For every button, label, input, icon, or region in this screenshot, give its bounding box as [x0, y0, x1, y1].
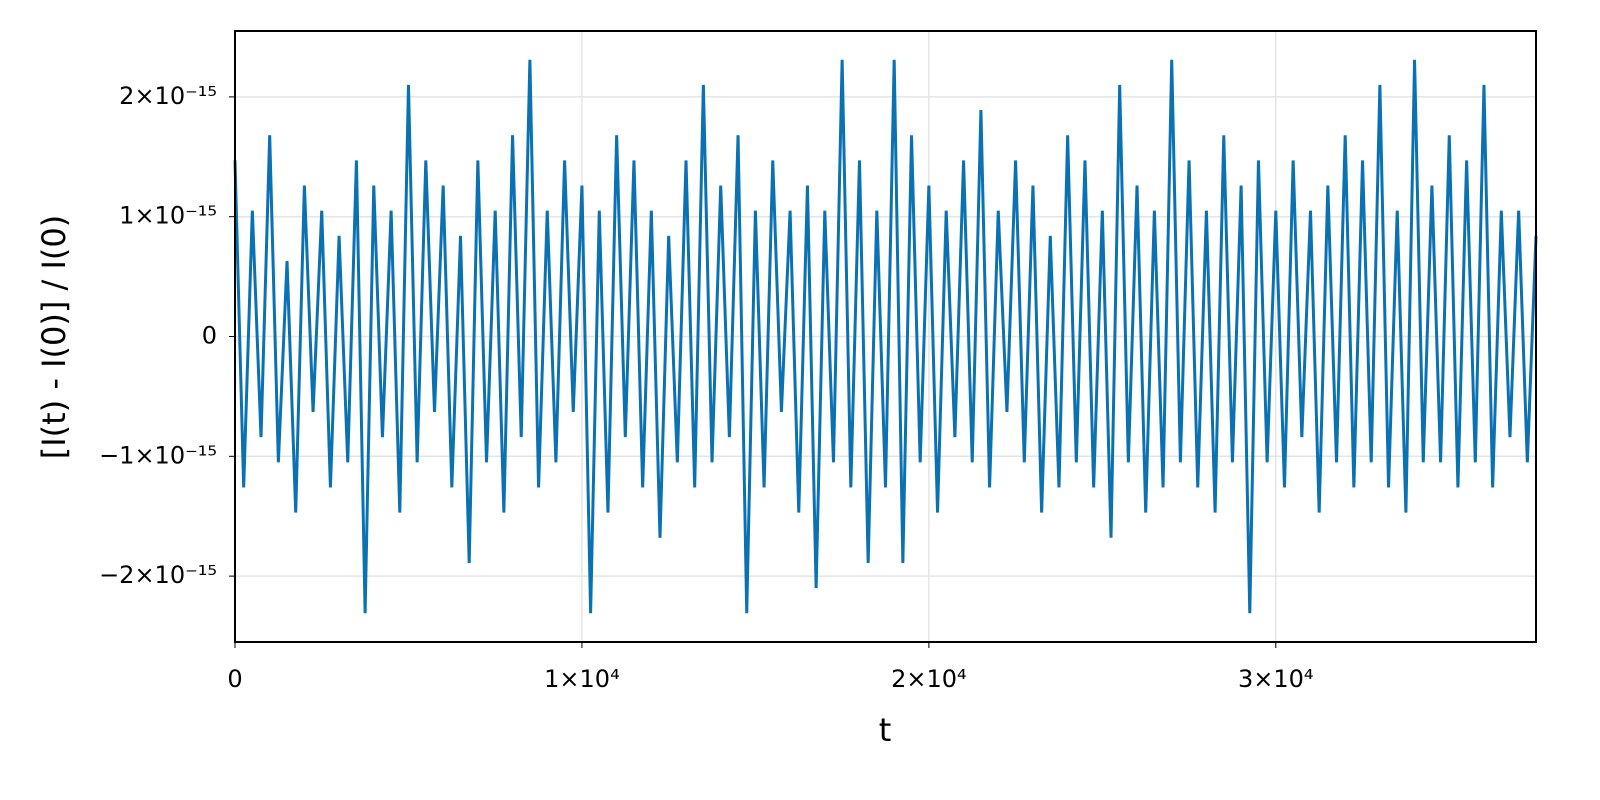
x-tick-label: 3×10⁴ [1238, 665, 1314, 693]
x-tick-label: 1×10⁴ [544, 665, 620, 693]
plot-frame [234, 30, 1537, 643]
y-tick-label: −2×10⁻¹⁵ [99, 561, 217, 589]
x-axis-label: t [879, 711, 892, 749]
y-tick-label: 0 [202, 322, 217, 350]
y-tick-label: −1×10⁻¹⁵ [99, 441, 217, 469]
y-axis-label: [I(t) - I(0)] / I(0) [35, 215, 73, 459]
x-tick-label: 2×10⁴ [891, 665, 967, 693]
data-line [233, 59, 1538, 614]
y-tick-label: 2×10⁻¹⁵ [119, 82, 217, 110]
x-tick-label: 0 [227, 665, 242, 693]
y-tick-label: 1×10⁻¹⁵ [119, 202, 217, 230]
